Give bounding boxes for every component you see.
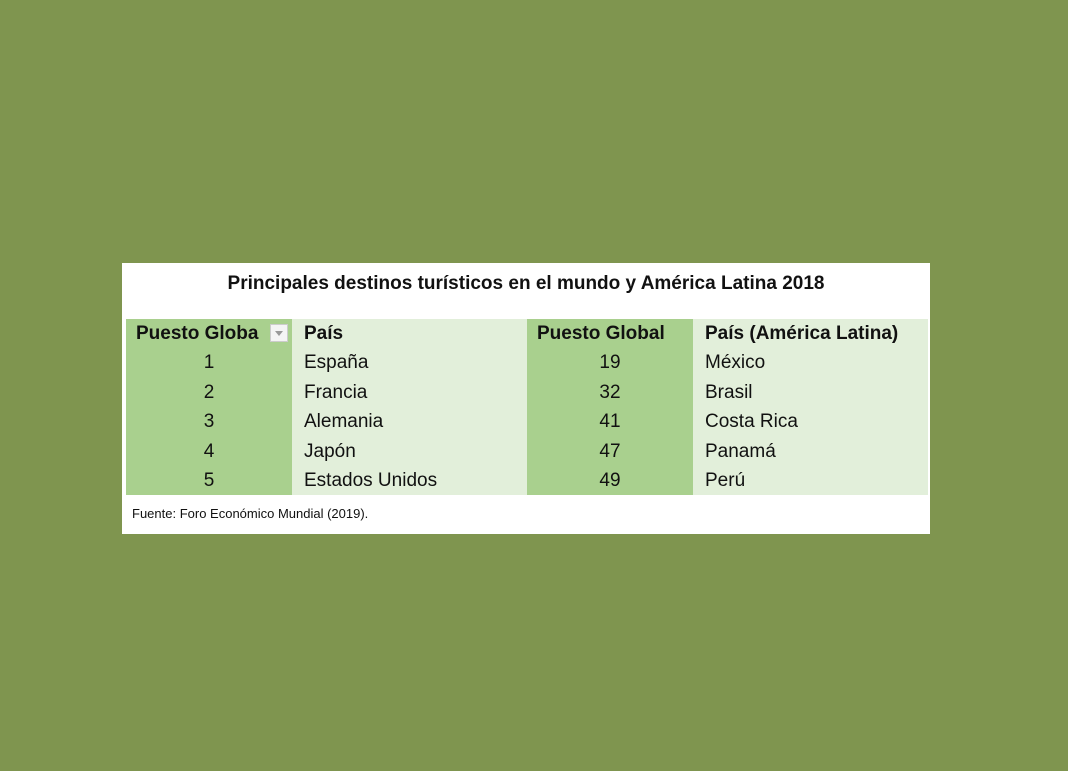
filter-dropdown[interactable] — [270, 324, 288, 342]
header-cell: País — [292, 319, 527, 349]
table-cell: 5 — [126, 465, 292, 496]
table-cell: 19 — [527, 348, 693, 378]
table-cell: España — [292, 348, 527, 378]
table-cell: 1 — [126, 348, 292, 378]
table-cell: 3 — [126, 407, 292, 437]
table-cell: Estados Unidos — [292, 465, 527, 496]
table-cell: Panamá — [693, 436, 928, 466]
header-cell: Puesto Globa — [126, 319, 292, 349]
table-cell: Alemania — [292, 407, 527, 437]
table: Puesto Globa País Puesto Global País (Améri… — [126, 319, 928, 496]
table-cell: 4 — [126, 436, 292, 466]
table-cell: 47 — [527, 436, 693, 466]
table-cell: Japón — [292, 436, 527, 466]
table-cell: 32 — [527, 377, 693, 408]
table-row: 4 Japón 47 Panamá — [126, 436, 928, 466]
table-title: Principales destinos turísticos en el mu… — [227, 273, 825, 294]
table-cell: Francia — [292, 377, 527, 408]
header-row: Puesto Globa País Puesto Global País (Améri… — [126, 319, 928, 349]
table-row: 3 Alemania 41 Costa Rica — [126, 407, 928, 437]
table-row: 1 España 19 México — [126, 348, 928, 378]
table-cell: 41 — [527, 407, 693, 437]
table-row: 2 Francia 32 Brasil — [126, 377, 928, 408]
table-cell: Perú — [693, 465, 928, 496]
table-cell: Brasil — [693, 377, 928, 408]
table-cell: 49 — [527, 465, 693, 496]
header-cell: País (América Latina) — [693, 319, 928, 349]
table-card: Principales destinos turísticos en el mu… — [122, 263, 930, 534]
table-cell: 2 — [126, 377, 292, 408]
header-cell: Puesto Global — [527, 319, 693, 349]
table-row: 5 Estados Unidos 49 Perú — [126, 465, 928, 496]
table-cell: Costa Rica — [693, 407, 928, 437]
source-note: Fuente: Foro Económico Mundial (2019). — [132, 506, 369, 521]
table-cell: México — [693, 348, 928, 378]
